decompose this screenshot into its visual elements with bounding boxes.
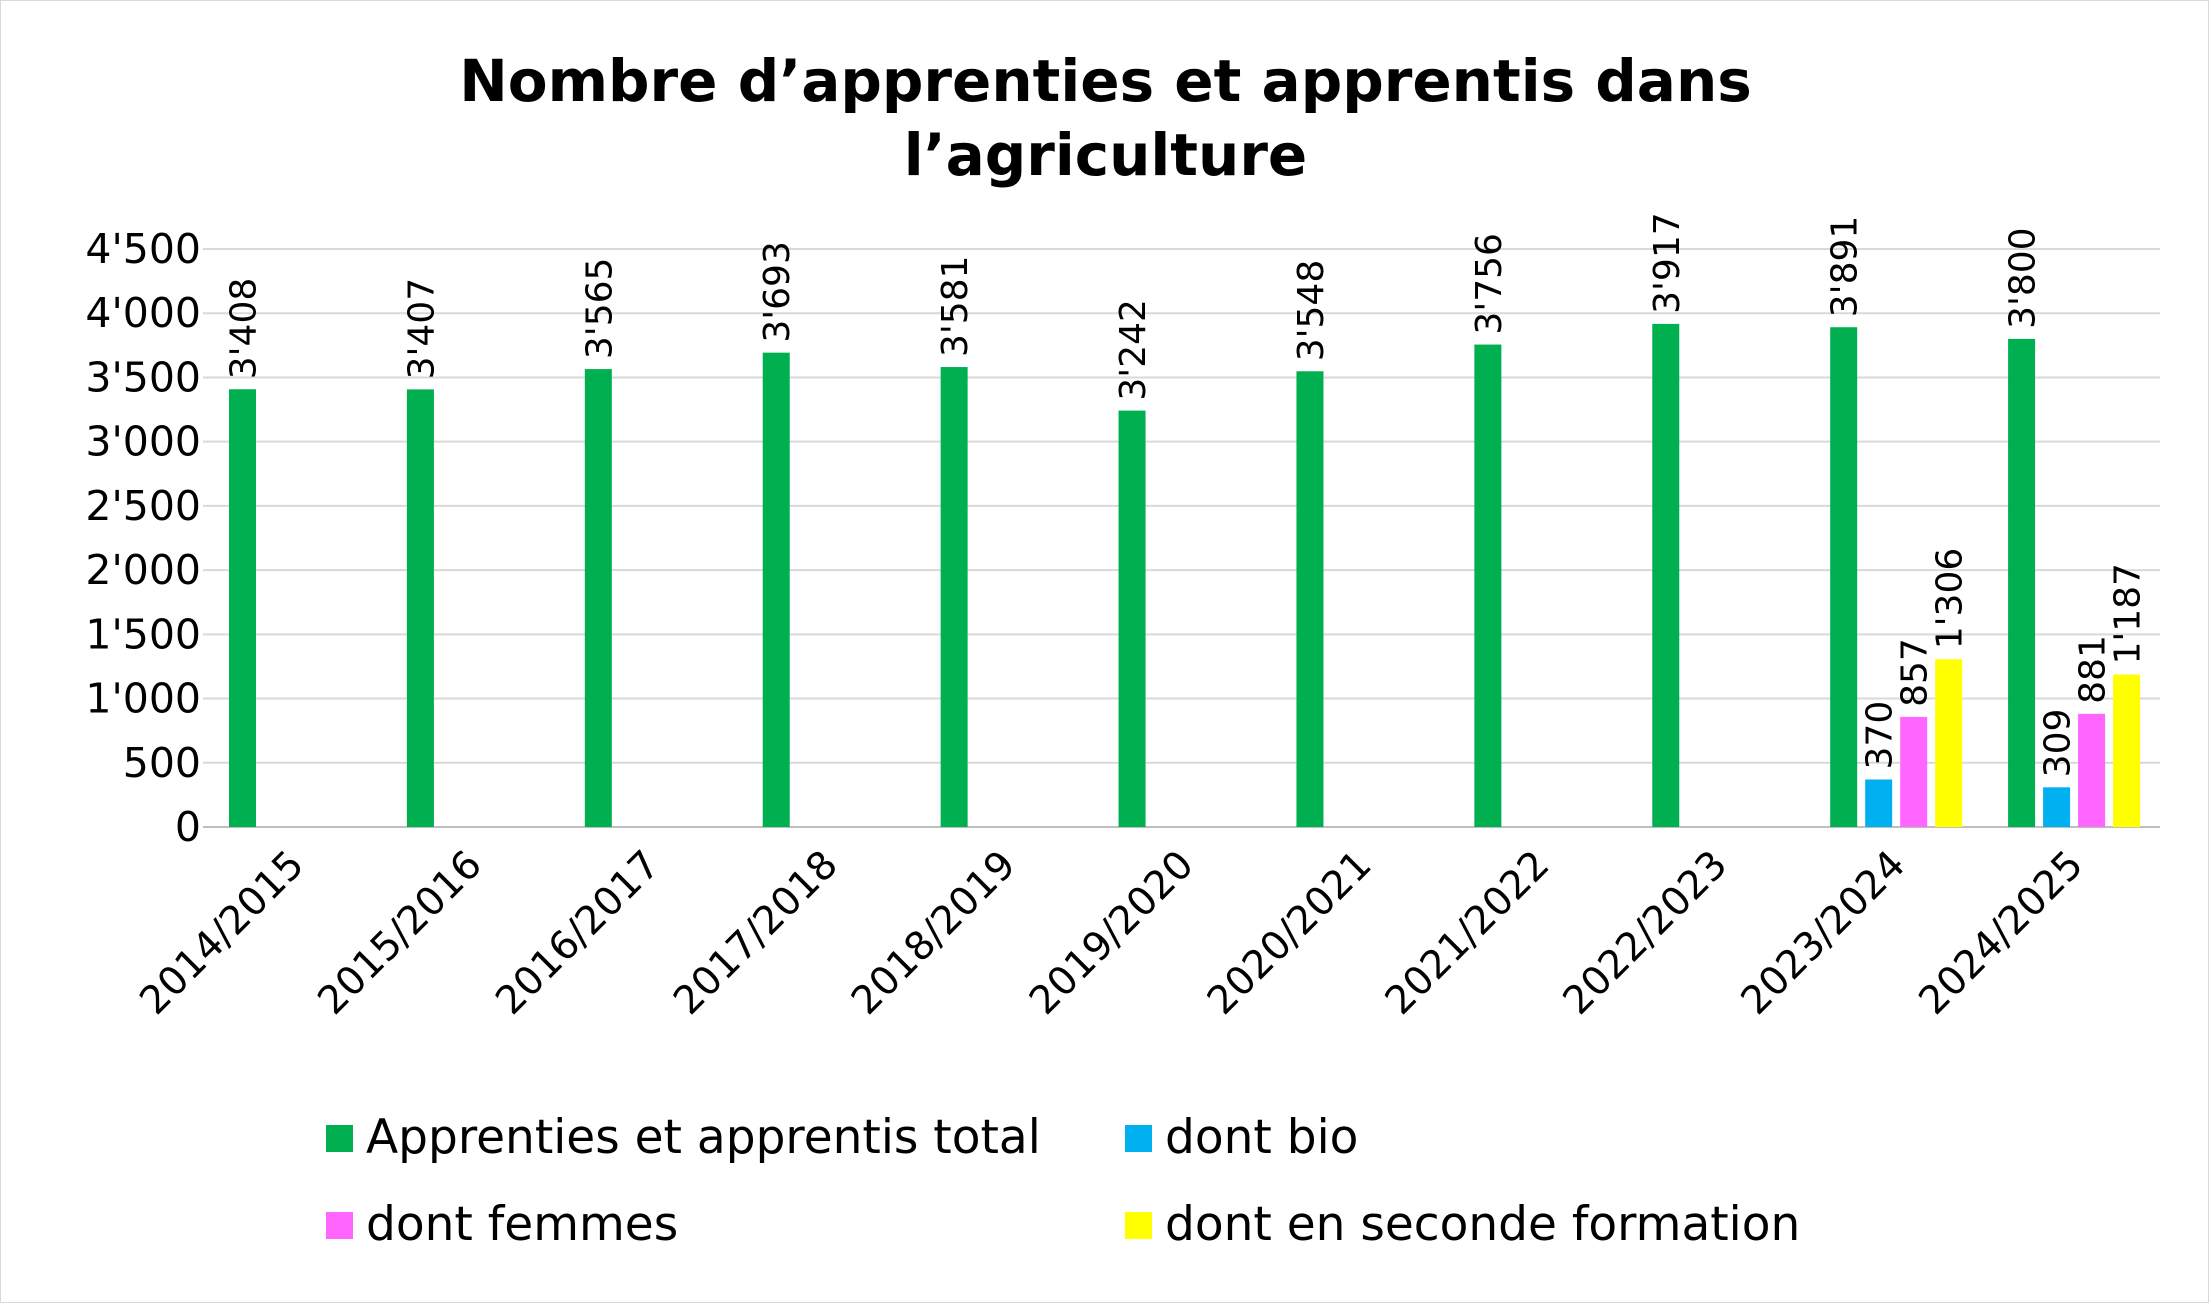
bar-apprenties-et-apprentis-total xyxy=(940,367,968,827)
y-tick-label: 2'500 xyxy=(85,482,201,530)
x-tick-label: 2017/2018 xyxy=(665,842,846,1023)
y-tick-label: 2'000 xyxy=(85,546,201,594)
y-tick-label: 0 xyxy=(175,803,201,851)
data-label: 3'693 xyxy=(757,241,798,343)
x-tick-label: 2023/2024 xyxy=(1733,842,1914,1023)
y-tick-label: 3'500 xyxy=(85,353,201,401)
bar-dont-bio xyxy=(1865,779,1893,827)
data-label: 3'407 xyxy=(401,278,442,380)
bar-apprenties-et-apprentis-total xyxy=(406,389,434,827)
bar-apprenties-et-apprentis-total xyxy=(229,389,256,827)
bar-apprenties-et-apprentis-total xyxy=(2008,338,2036,827)
legend-swatch xyxy=(326,1212,353,1239)
legend-swatch xyxy=(326,1125,353,1152)
bar-dont-en-seconde-formation xyxy=(2113,674,2141,827)
bar-apprenties-et-apprentis-total xyxy=(1830,327,1858,827)
bar-apprenties-et-apprentis-total xyxy=(1118,410,1146,827)
data-label: 3'565 xyxy=(579,258,620,360)
data-label: 3'548 xyxy=(1291,260,1332,362)
x-tick-label: 2024/2025 xyxy=(1911,842,2092,1023)
legend-label: Apprenties et apprentis total xyxy=(366,1110,1041,1165)
x-tick-label: 2016/2017 xyxy=(487,842,668,1023)
y-tick-label: 1'000 xyxy=(85,675,201,723)
x-tick-label: 2021/2022 xyxy=(1377,842,1558,1023)
data-label: 3'756 xyxy=(1469,233,1510,335)
bar-apprenties-et-apprentis-total xyxy=(1474,344,1502,827)
bar-apprenties-et-apprentis-total xyxy=(1652,323,1680,827)
legend-swatch xyxy=(1125,1125,1152,1152)
legend-swatch xyxy=(1125,1212,1152,1239)
data-label: 3'408 xyxy=(224,278,265,380)
data-label: 1'187 xyxy=(2108,563,2149,665)
chart-title: Nombre d’apprenties et apprentis dans l’… xyxy=(459,47,1752,189)
x-tick-label: 2014/2015 xyxy=(132,842,313,1023)
x-tick-label: 2015/2016 xyxy=(309,842,490,1023)
data-label: 1'306 xyxy=(1930,548,1971,650)
x-tick-label: 2019/2020 xyxy=(1021,842,1202,1023)
data-label: 370 xyxy=(1860,701,1901,770)
bar-apprenties-et-apprentis-total xyxy=(762,352,790,827)
x-tick-label: 2018/2019 xyxy=(843,842,1024,1023)
y-tick-label: 500 xyxy=(123,739,201,787)
bar-apprenties-et-apprentis-total xyxy=(584,369,612,827)
data-label: 3'581 xyxy=(935,256,976,358)
bar-dont-en-seconde-formation xyxy=(1935,659,1963,827)
bar-apprenties-et-apprentis-total xyxy=(1296,371,1324,827)
data-label: 309 xyxy=(2038,709,2079,778)
data-label: 857 xyxy=(1895,638,1936,707)
bar-dont-femmes xyxy=(2078,713,2106,827)
data-label: 3'917 xyxy=(1647,212,1688,314)
data-label: 881 xyxy=(2073,635,2114,704)
y-tick-label: 1'500 xyxy=(85,610,201,658)
data-label: 3'800 xyxy=(2003,227,2044,329)
data-label: 3'242 xyxy=(1113,299,1154,401)
x-tick-label: 2022/2023 xyxy=(1555,842,1736,1023)
y-tick-label: 4'500 xyxy=(85,225,201,273)
data-label: 3'891 xyxy=(1825,216,1866,318)
legend-label: dont en seconde formation xyxy=(1165,1197,1800,1252)
legend-label: dont bio xyxy=(1165,1110,1358,1165)
bar-dont-femmes xyxy=(1900,716,1928,827)
x-tick-label: 2020/2021 xyxy=(1199,842,1380,1023)
bar-dont-bio xyxy=(2043,787,2071,827)
y-tick-label: 3'000 xyxy=(85,418,201,466)
legend-label: dont femmes xyxy=(366,1197,678,1252)
y-tick-label: 4'000 xyxy=(85,289,201,337)
